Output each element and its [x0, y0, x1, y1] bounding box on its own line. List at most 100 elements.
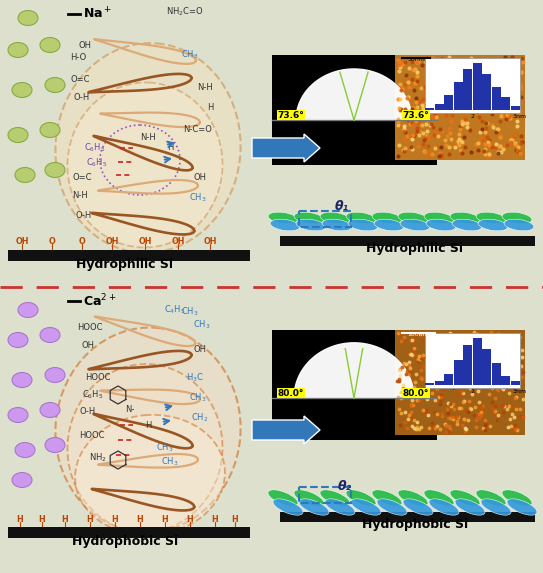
Text: CH$_3$: CH$_3$ — [189, 392, 207, 404]
Text: 50nm: 50nm — [407, 57, 425, 62]
Ellipse shape — [268, 212, 298, 224]
Text: CH$_2$: CH$_2$ — [191, 412, 209, 424]
Text: H: H — [39, 516, 46, 524]
Ellipse shape — [476, 212, 506, 224]
Bar — [425, 108, 434, 110]
Ellipse shape — [348, 219, 378, 231]
Text: H: H — [17, 516, 23, 524]
Bar — [492, 363, 501, 385]
Text: H: H — [145, 421, 151, 430]
Ellipse shape — [18, 303, 38, 317]
Text: 80.0°: 80.0° — [278, 388, 304, 398]
Text: H$_3$C: H$_3$C — [186, 372, 204, 384]
Text: H: H — [167, 143, 173, 152]
Ellipse shape — [268, 490, 298, 506]
Ellipse shape — [15, 167, 35, 182]
Ellipse shape — [8, 42, 28, 57]
Bar — [435, 104, 444, 110]
Ellipse shape — [8, 407, 28, 422]
Bar — [444, 95, 453, 110]
Bar — [425, 58, 520, 113]
Text: 2: 2 — [470, 389, 475, 394]
Ellipse shape — [67, 83, 223, 248]
FancyArrow shape — [252, 416, 320, 444]
Bar — [463, 345, 472, 385]
Ellipse shape — [320, 490, 350, 506]
Text: CH$_3$: CH$_3$ — [193, 319, 211, 331]
Ellipse shape — [481, 499, 511, 515]
Text: H: H — [61, 516, 68, 524]
Text: H: H — [187, 516, 193, 524]
Text: Na$^+$: Na$^+$ — [83, 6, 112, 22]
Bar — [395, 55, 525, 160]
Ellipse shape — [400, 219, 430, 231]
Text: Hydrophobic Si: Hydrophobic Si — [362, 518, 468, 531]
Ellipse shape — [377, 499, 407, 515]
Text: N-H: N-H — [197, 84, 213, 92]
Text: 2: 2 — [470, 114, 475, 119]
Bar — [482, 74, 491, 110]
Ellipse shape — [55, 328, 241, 532]
Text: NH$_2$C=O: NH$_2$C=O — [166, 6, 204, 18]
Text: O-H: O-H — [80, 407, 96, 417]
Ellipse shape — [296, 219, 326, 231]
Text: N-H: N-H — [72, 190, 88, 199]
Ellipse shape — [8, 332, 28, 347]
Ellipse shape — [40, 402, 60, 418]
Bar — [8, 250, 250, 261]
Ellipse shape — [502, 212, 532, 224]
Text: OH: OH — [81, 340, 94, 350]
Ellipse shape — [320, 212, 350, 224]
Bar — [473, 63, 482, 110]
Text: H: H — [87, 516, 93, 524]
Text: Hydrophobic Si: Hydrophobic Si — [72, 535, 178, 548]
Text: CH$_3$: CH$_3$ — [161, 456, 179, 468]
Text: 3nm: 3nm — [513, 114, 527, 119]
Bar — [435, 382, 444, 385]
Text: O-H: O-H — [76, 210, 92, 219]
Polygon shape — [296, 69, 412, 120]
Ellipse shape — [55, 43, 241, 253]
Ellipse shape — [40, 123, 60, 138]
Ellipse shape — [504, 219, 534, 231]
Ellipse shape — [372, 212, 402, 224]
Ellipse shape — [502, 490, 532, 506]
Text: θ₁: θ₁ — [335, 200, 349, 213]
Bar — [473, 338, 482, 385]
Ellipse shape — [424, 212, 454, 224]
Bar — [8, 527, 250, 538]
Ellipse shape — [45, 367, 65, 383]
Text: OH: OH — [193, 174, 206, 182]
Ellipse shape — [40, 37, 60, 53]
Ellipse shape — [15, 442, 35, 457]
Text: OH: OH — [79, 41, 92, 49]
Text: Hydrophilic Si: Hydrophilic Si — [367, 242, 464, 255]
Text: 100nm: 100nm — [407, 332, 429, 337]
Text: O: O — [49, 237, 55, 246]
Ellipse shape — [372, 490, 402, 506]
Bar — [395, 330, 525, 435]
Ellipse shape — [450, 212, 480, 224]
Bar — [454, 360, 463, 385]
Ellipse shape — [12, 473, 32, 488]
Text: N-: N- — [125, 406, 135, 414]
Ellipse shape — [398, 490, 428, 506]
Ellipse shape — [455, 499, 485, 515]
Text: N-C=O: N-C=O — [184, 125, 212, 135]
Text: C$_6$H$_5$: C$_6$H$_5$ — [82, 388, 104, 401]
Ellipse shape — [12, 372, 32, 387]
FancyArrow shape — [252, 134, 320, 162]
Bar — [425, 383, 434, 385]
Bar — [511, 382, 520, 385]
Ellipse shape — [45, 77, 65, 92]
Ellipse shape — [322, 219, 352, 231]
Text: OH: OH — [138, 237, 151, 246]
Text: 3nm: 3nm — [513, 389, 527, 394]
Text: CH$_3$: CH$_3$ — [181, 49, 199, 61]
Bar — [482, 349, 491, 385]
Bar — [444, 374, 453, 385]
Polygon shape — [294, 343, 414, 398]
Text: HOOC: HOOC — [77, 324, 103, 332]
Ellipse shape — [346, 212, 376, 224]
Text: 80.0°: 80.0° — [403, 388, 429, 398]
